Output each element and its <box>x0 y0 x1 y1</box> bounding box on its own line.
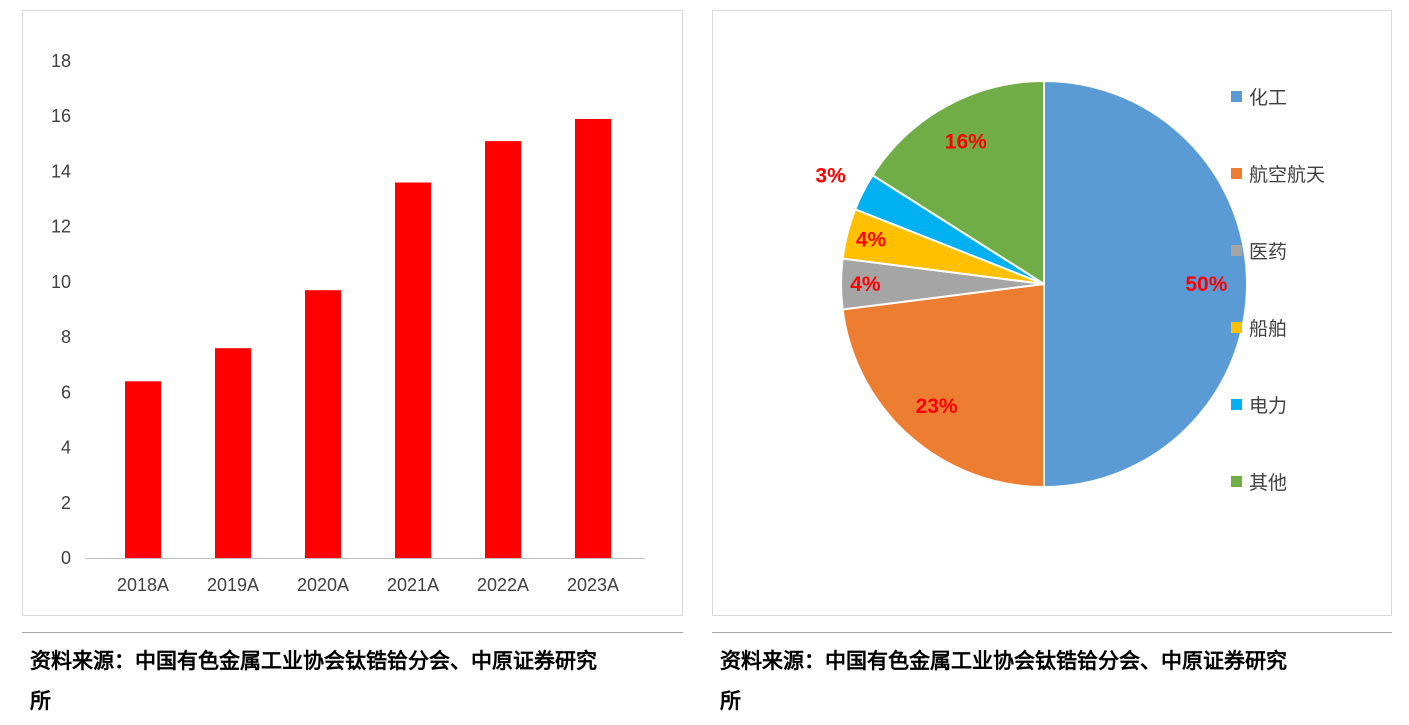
divider-right <box>712 632 1392 633</box>
y-axis-tick-label: 4 <box>61 438 71 458</box>
y-axis-tick-label: 0 <box>61 548 71 568</box>
source-line-1: 资料来源：中国有色金属工业协会钛锆铪分会、中原证券研究 <box>30 649 597 673</box>
pie-percent-label: 3% <box>815 164 846 187</box>
legend-label: 化工 <box>1249 88 1288 109</box>
x-axis-tick-label: 2021A <box>387 575 439 595</box>
source-note-right: 资料来源：中国有色金属工业协会钛锆铪分会、中原证券研究 所 <box>712 633 1392 721</box>
pie-percent-label: 23% <box>916 395 958 418</box>
legend-item: 其他 <box>1231 468 1325 495</box>
source-line-1: 资料来源：中国有色金属工业协会钛锆铪分会、中原证券研究 <box>720 649 1287 673</box>
pie-percent-label: 16% <box>945 131 987 154</box>
legend-swatch-4 <box>1231 399 1242 410</box>
y-axis-tick-label: 10 <box>51 272 71 292</box>
bar <box>215 348 251 558</box>
pie-percent-label: 4% <box>856 229 887 252</box>
source-note-left: 资料来源：中国有色金属工业协会钛锆铪分会、中原证券研究 所 <box>22 633 683 721</box>
bar <box>575 119 611 558</box>
divider-left <box>22 632 683 633</box>
legend-item: 航空航天 <box>1231 160 1325 187</box>
legend-swatch-3 <box>1231 322 1242 333</box>
bar <box>395 182 431 558</box>
pie-slice-0 <box>1043 79 1248 489</box>
pie-chart: 50% 23% 4% 4% 3% 16% <box>815 79 1248 489</box>
legend-label: 其他 <box>1249 473 1288 494</box>
pie-chart-box: 50% 23% 4% 4% 3% 16% 化工航空航天医药船舶电力其他 <box>712 10 1392 616</box>
y-axis-tick-label: 12 <box>51 217 71 237</box>
bar-chart: 0 2 4 6 8 10 12 14 16 18 2018A 2019A 2020A 2021A 2022A… <box>51 51 645 595</box>
legend-swatch-5 <box>1231 476 1242 487</box>
source-line-2: 所 <box>720 689 741 713</box>
y-axis-tick-label: 16 <box>51 106 71 126</box>
bar <box>305 290 341 558</box>
bar-chart-panel: 0 2 4 6 8 10 12 14 16 18 2018A 2019A 2020A 2021A 2022A… <box>22 10 683 721</box>
legend-label: 航空航天 <box>1249 165 1326 186</box>
legend-label: 医药 <box>1249 242 1288 263</box>
legend-item: 电力 <box>1231 391 1325 418</box>
y-axis-tick-label: 6 <box>61 382 71 402</box>
legend-label: 电力 <box>1249 396 1288 417</box>
legend-item: 船舶 <box>1231 314 1325 341</box>
legend-swatch-0 <box>1231 91 1242 102</box>
pie-slice-1 <box>841 282 1045 489</box>
bar <box>485 141 521 558</box>
x-axis-tick-label: 2022A <box>477 575 529 595</box>
pie-slice-5 <box>871 79 1045 286</box>
y-axis-tick-label: 14 <box>51 161 71 181</box>
x-axis-tick-label: 2020A <box>297 575 349 595</box>
legend-label: 船舶 <box>1249 319 1288 340</box>
legend-item: 医药 <box>1231 237 1325 264</box>
pie-chart-panel: 50% 23% 4% 4% 3% 16% 化工航空航天医药船舶电力其他 资料来源：中国有色… <box>712 10 1392 721</box>
pie-legend: 化工航空航天医药船舶电力其他 <box>1231 83 1325 495</box>
source-line-2: 所 <box>30 689 51 713</box>
bar <box>125 381 161 558</box>
bar-chart-box: 0 2 4 6 8 10 12 14 16 18 2018A 2019A 2020A 2021A 2022A… <box>22 10 683 616</box>
pie-percent-label: 50% <box>1185 273 1227 296</box>
legend-item: 化工 <box>1231 83 1325 110</box>
x-axis-tick-label: 2023A <box>567 575 619 595</box>
y-axis-tick-label: 2 <box>61 493 71 513</box>
x-axis-tick-label: 2018A <box>117 575 169 595</box>
x-axis-tick-label: 2019A <box>207 575 259 595</box>
pie-percent-label: 4% <box>850 273 881 296</box>
y-axis-tick-label: 18 <box>51 51 71 71</box>
y-axis-tick-label: 8 <box>61 327 71 347</box>
legend-swatch-1 <box>1231 168 1242 179</box>
legend-swatch-2 <box>1231 245 1242 256</box>
